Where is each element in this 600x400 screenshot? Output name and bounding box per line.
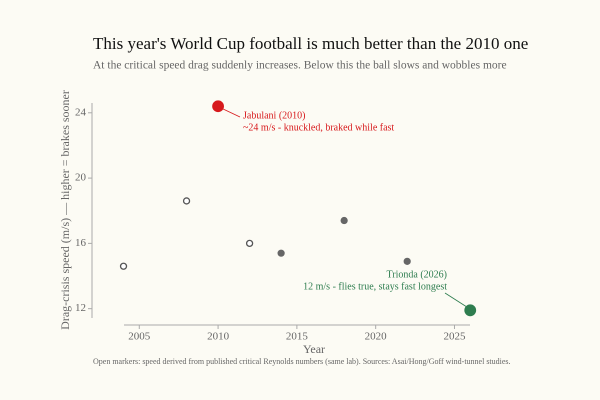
x-tick-label: 2020 bbox=[365, 331, 388, 343]
annotation: Trionda (2026) bbox=[387, 269, 447, 280]
point bbox=[245, 239, 254, 248]
y-tick-label: 24 bbox=[75, 106, 87, 118]
y-axis-label: Drag-crisis speed (m/s) — higher = brake… bbox=[58, 90, 72, 330]
x-tick-label: 2015 bbox=[286, 331, 309, 343]
point bbox=[277, 249, 285, 257]
annotation: ~24 m/s - knuckled, braked while fast bbox=[243, 122, 394, 133]
annotation-connector bbox=[220, 107, 241, 118]
point bbox=[464, 304, 477, 317]
footnote: Open markers: speed derived from publish… bbox=[93, 357, 511, 366]
annotation-connector bbox=[444, 292, 471, 310]
annotation: Jabulani (2010) bbox=[243, 110, 306, 121]
point bbox=[340, 216, 348, 225]
y-tick-label: 12 bbox=[75, 302, 86, 314]
point bbox=[403, 257, 411, 265]
x-axis-label: Year bbox=[303, 342, 325, 356]
y-tick-label: 16 bbox=[75, 237, 87, 249]
chart-title: This year's World Cup football is much b… bbox=[93, 34, 528, 53]
x-tick-label: 2025 bbox=[443, 331, 466, 343]
point bbox=[182, 197, 191, 205]
chart-subtitle: At the critical speed drag suddenly incr… bbox=[93, 60, 507, 72]
y-tick-label: 20 bbox=[75, 172, 87, 184]
x-tick-label: 2010 bbox=[207, 331, 230, 343]
point bbox=[119, 262, 128, 270]
annotation: 12 m/s - flies true, stays fast longest bbox=[303, 281, 447, 292]
x-tick-label: 2005 bbox=[128, 331, 151, 343]
point bbox=[212, 100, 224, 113]
